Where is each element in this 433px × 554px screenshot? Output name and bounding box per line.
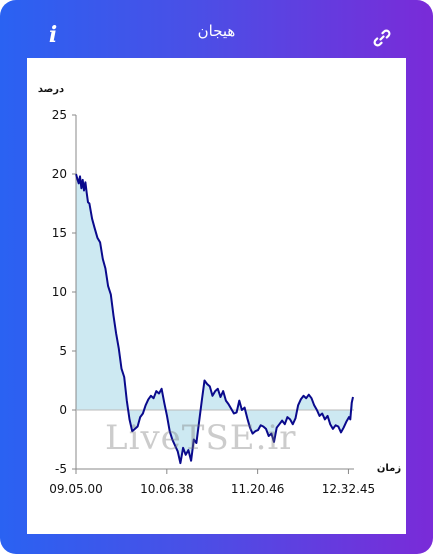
x-tick-label: 12.32.45 — [322, 482, 375, 496]
x-tick-label: 09.05.00 — [49, 482, 102, 496]
y-tick-label: 0 — [59, 403, 67, 417]
area-fill — [76, 174, 353, 464]
y-tick-label: 15 — [52, 226, 67, 240]
watermark: LiveTSE.ir — [105, 418, 297, 458]
series-line — [75, 173, 354, 465]
x-axis-label: زمان — [377, 463, 401, 474]
emotion-chart: -5 0 5 10 15 20 25 09.05.00 10.06.38 11.20.46 12.3… — [38, 84, 402, 496]
y-tick-label: 10 — [52, 285, 67, 299]
x-tick-label: 10.06.38 — [140, 482, 193, 496]
x-tick-label: 11.20.46 — [231, 482, 284, 496]
chart-panel: -5 0 5 10 15 20 25 09.05.00 10.06.38 11.20.46 12.3… — [27, 58, 406, 534]
link-icon[interactable] — [372, 28, 392, 48]
y-tick-label: 20 — [52, 167, 67, 181]
y-tick-label: 25 — [52, 108, 67, 122]
y-axis-label: درصد — [38, 84, 64, 95]
y-tick-label: -5 — [55, 462, 67, 476]
info-icon[interactable]: i — [48, 22, 58, 48]
y-tick-label: 5 — [59, 344, 67, 358]
header: i هیجان — [0, 0, 433, 58]
page-title: هیجان — [197, 22, 236, 40]
